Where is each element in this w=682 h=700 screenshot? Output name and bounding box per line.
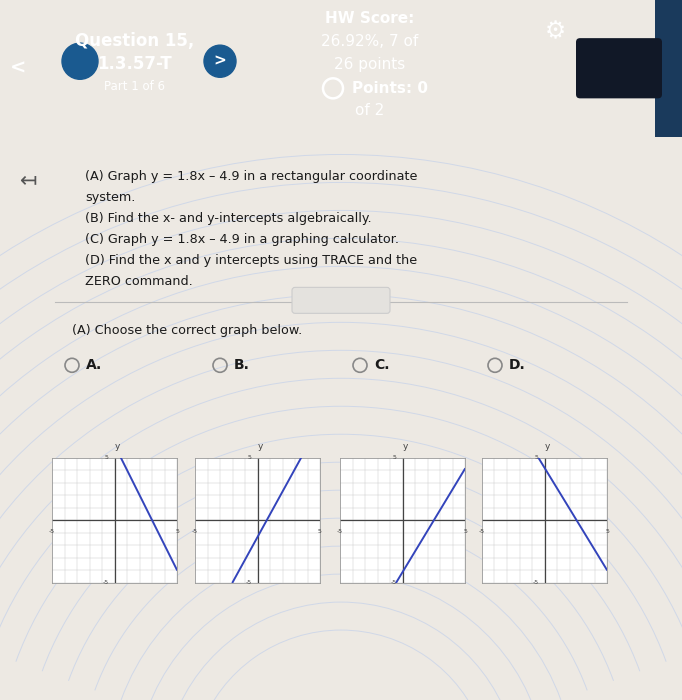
Text: of 2: of 2: [355, 103, 385, 118]
Circle shape: [204, 46, 236, 77]
Text: 5: 5: [605, 528, 609, 533]
Text: C.: C.: [374, 358, 389, 372]
Text: -5: -5: [246, 580, 252, 585]
Text: y: y: [115, 442, 120, 452]
Text: Question 15,: Question 15,: [76, 32, 194, 50]
Text: 1.3.57-T: 1.3.57-T: [98, 55, 173, 74]
Text: B.: B.: [234, 358, 250, 372]
Text: (D) Find the x and y intercepts using TRACE and the: (D) Find the x and y intercepts using TR…: [85, 254, 417, 267]
Text: 5: 5: [463, 528, 467, 533]
Text: -5: -5: [391, 580, 397, 585]
Text: 26.92%, 7 of: 26.92%, 7 of: [321, 34, 419, 49]
Text: 5: 5: [105, 455, 109, 460]
FancyBboxPatch shape: [576, 38, 662, 99]
Text: . . .: . . .: [333, 295, 349, 305]
Text: 5: 5: [248, 455, 252, 460]
Text: 26 points: 26 points: [334, 57, 406, 71]
Text: -5: -5: [479, 528, 485, 533]
FancyBboxPatch shape: [292, 288, 390, 314]
Text: Points: 0: Points: 0: [352, 80, 428, 96]
Text: ↤: ↤: [19, 171, 37, 190]
Circle shape: [62, 43, 98, 79]
Text: D.: D.: [509, 358, 526, 372]
Text: ZERO command.: ZERO command.: [85, 275, 193, 288]
Text: -5: -5: [103, 580, 109, 585]
Text: (C) Graph y = 1.8x – 4.9 in a graphing calculator.: (C) Graph y = 1.8x – 4.9 in a graphing c…: [85, 233, 399, 246]
Text: (A) Choose the correct graph below.: (A) Choose the correct graph below.: [72, 324, 302, 337]
Text: (B) Find the x- and y-intercepts algebraically.: (B) Find the x- and y-intercepts algebra…: [85, 212, 372, 225]
Text: (A) Graph y = 1.8x – 4.9 in a rectangular coordinate: (A) Graph y = 1.8x – 4.9 in a rectangula…: [85, 170, 417, 183]
Text: <: <: [10, 59, 26, 78]
Text: -5: -5: [337, 528, 343, 533]
Text: 5: 5: [318, 528, 322, 533]
Text: y: y: [403, 442, 409, 452]
Text: 5: 5: [175, 528, 179, 533]
Text: -5: -5: [192, 528, 198, 533]
FancyBboxPatch shape: [655, 0, 682, 136]
Text: system.: system.: [85, 191, 135, 204]
Text: -5: -5: [533, 580, 539, 585]
Text: Part 1 of 6: Part 1 of 6: [104, 80, 166, 93]
Text: y: y: [258, 442, 263, 452]
Text: 5: 5: [393, 455, 397, 460]
Text: >: >: [213, 54, 226, 69]
Text: HW Score:: HW Score:: [325, 10, 415, 26]
Text: ⚙: ⚙: [544, 19, 565, 43]
Text: 5: 5: [535, 455, 539, 460]
Text: -5: -5: [49, 528, 55, 533]
Text: Save: Save: [596, 60, 642, 77]
Text: A.: A.: [86, 358, 102, 372]
Text: y: y: [545, 442, 550, 452]
